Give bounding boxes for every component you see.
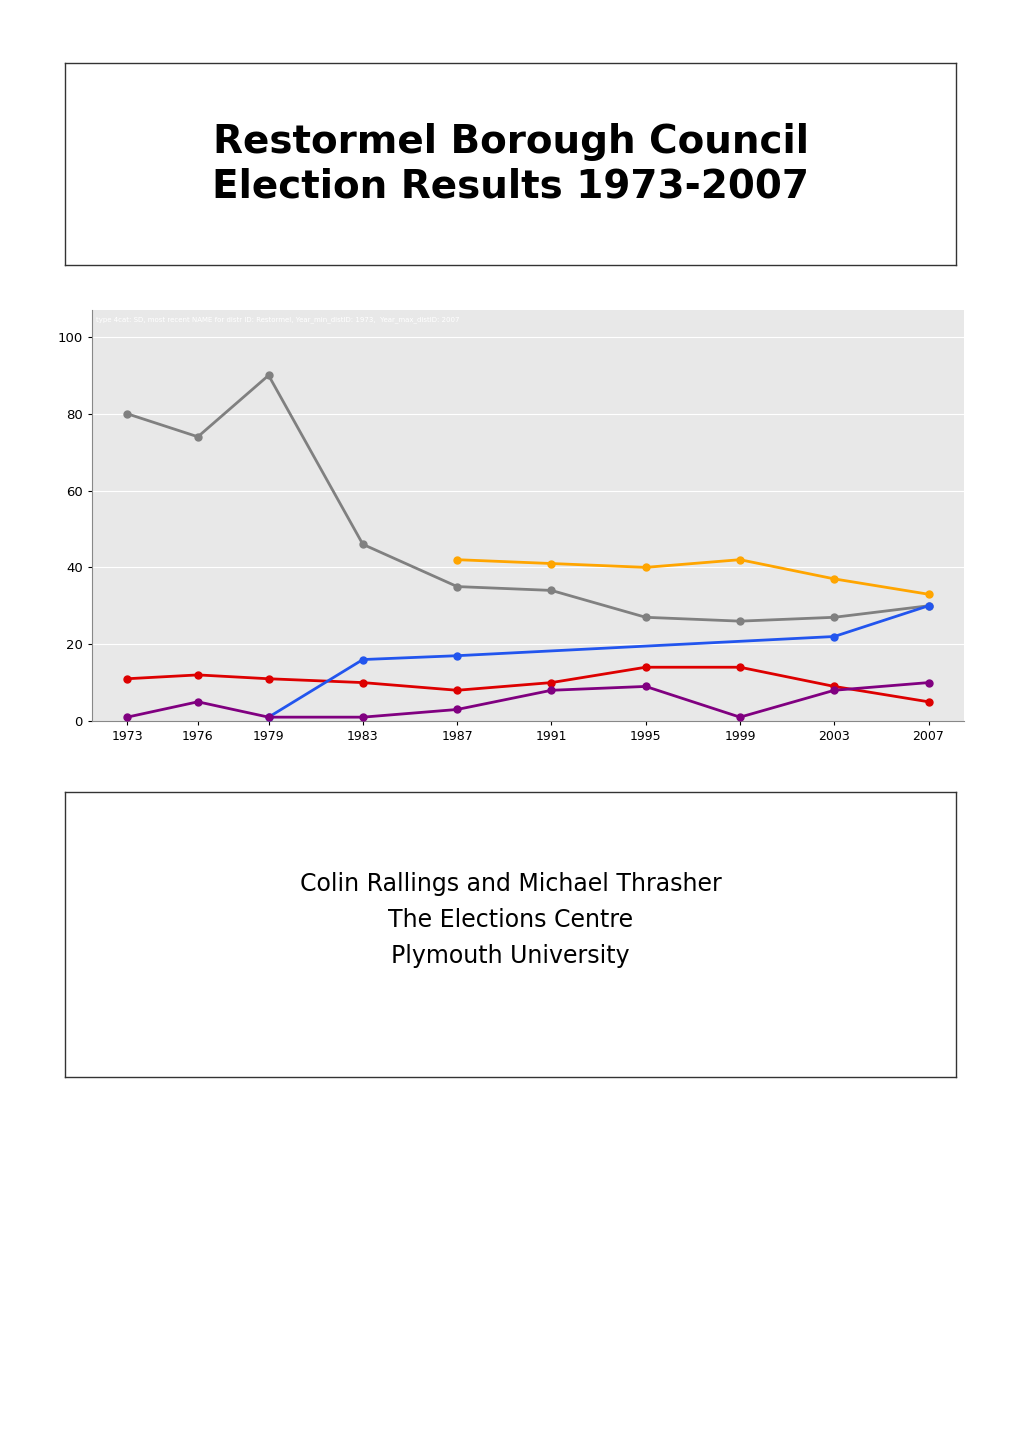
Line: Liberal: Liberal: [265, 603, 931, 721]
Labour: [733, 659, 745, 676]
Other: [639, 678, 651, 695]
Labour: [639, 659, 651, 676]
Liberal Democrat: [450, 551, 463, 568]
Liberal Democrat: [639, 558, 651, 575]
Liberal: [921, 597, 933, 614]
Conservative: [827, 609, 840, 626]
Liberal: [450, 647, 463, 665]
Conservative: [639, 609, 651, 626]
Liberal Democrat: [921, 585, 933, 603]
Liberal: [827, 627, 840, 645]
Other: [262, 708, 274, 725]
Other: [450, 701, 463, 718]
Other: [192, 694, 204, 711]
Conservative: [921, 597, 933, 614]
Other: [357, 708, 369, 725]
Labour: [827, 678, 840, 695]
Conservative: [545, 581, 557, 598]
Conservative: [733, 613, 745, 630]
Labour: [545, 673, 557, 691]
Labour: [121, 671, 133, 688]
Conservative: [262, 366, 274, 384]
Labour: [262, 671, 274, 688]
Labour: [357, 673, 369, 691]
Conservative: [357, 535, 369, 552]
Line: Labour: Labour: [123, 663, 931, 705]
Text: Restormel Borough Council
Election Results 1973-2007: Restormel Borough Council Election Resul…: [212, 124, 808, 205]
Other: [921, 673, 933, 691]
Liberal Democrat: [545, 555, 557, 572]
Other: [121, 708, 133, 725]
Liberal Democrat: [827, 570, 840, 587]
Conservative: [192, 428, 204, 446]
Other: [545, 682, 557, 699]
Line: Liberal Democrat: Liberal Democrat: [453, 557, 931, 598]
Conservative: [450, 578, 463, 596]
Labour: [921, 694, 933, 711]
Other: [827, 682, 840, 699]
Liberal Democrat: [733, 551, 745, 568]
Liberal: [357, 650, 369, 668]
Labour: [450, 682, 463, 699]
Labour: [192, 666, 204, 684]
Line: Other: Other: [123, 679, 931, 721]
Liberal: [262, 708, 274, 725]
Text: type 4cat: SD, most recent NAME for distr ID: Restormel, Year_min_distID: 1973, : type 4cat: SD, most recent NAME for dist…: [96, 316, 460, 323]
Other: [733, 708, 745, 725]
Text: Colin Rallings and Michael Thrasher
The Elections Centre
Plymouth University: Colin Rallings and Michael Thrasher The …: [300, 872, 720, 969]
Line: Conservative: Conservative: [123, 372, 931, 624]
Conservative: [121, 405, 133, 423]
